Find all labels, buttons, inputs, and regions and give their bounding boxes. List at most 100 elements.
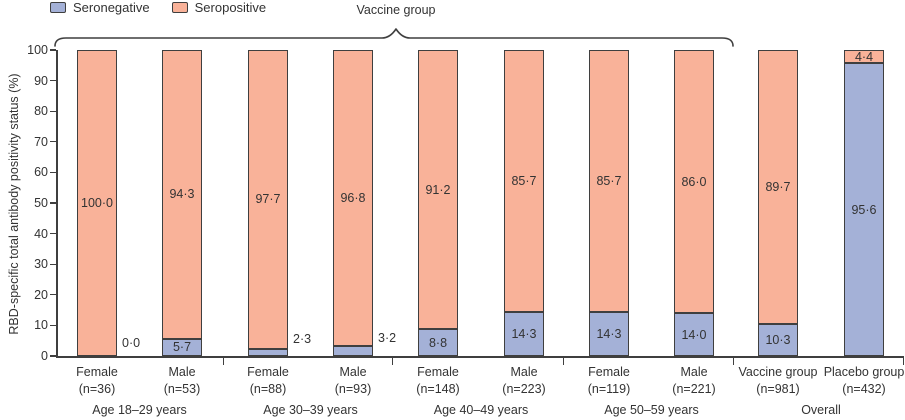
bar-n-label: (n=432) [842, 382, 886, 396]
y-axis-tick-label: 30 [34, 257, 48, 272]
seropositive-swatch-icon [171, 2, 188, 13]
group-label: Age 50–59 years [604, 403, 699, 417]
x-axis-group-tick [563, 357, 565, 365]
bar-n-label: (n=119) [587, 382, 631, 396]
bar-n-label: (n=88) [249, 382, 287, 396]
bar-category-label: Female [417, 365, 459, 379]
y-axis-tick [50, 202, 56, 204]
bar-segment-seropositive [589, 50, 629, 313]
seropositive-value-label: 97·7 [255, 192, 281, 207]
y-axis-tick-label: 20 [34, 287, 48, 302]
bar-segment-seropositive [418, 50, 458, 330]
seropositive-value-label: 91·2 [425, 182, 451, 197]
bar-n-label: (n=221) [672, 382, 716, 396]
y-axis-tick [50, 324, 56, 327]
bar-segment-seronegative [589, 312, 629, 356]
seropositive-value-label: 89·7 [765, 180, 791, 195]
seropositive-value-label: 4·4 [854, 49, 874, 64]
bar-category-label: Male [510, 365, 538, 379]
seropositive-value-label: 85·7 [596, 174, 622, 189]
bar-segment-seronegative [418, 329, 458, 356]
x-axis-group-tick [223, 357, 225, 365]
y-axis-tick [50, 263, 56, 265]
bar-segment-seropositive [758, 50, 798, 325]
bar-segment-seropositive [248, 50, 288, 349]
y-axis-tick [50, 141, 56, 143]
bar-segment-seropositive [162, 50, 202, 339]
y-axis-tick [50, 294, 56, 296]
bar-category-label: Male [339, 365, 367, 379]
y-axis-tick [50, 110, 56, 112]
legend-item-seronegative: Seronegative [50, 0, 150, 15]
group-label: Overall [801, 403, 841, 417]
y-axis-line [56, 50, 58, 357]
bar-n-label: (n=148) [416, 382, 460, 396]
seronegative-value-label: 8·8 [428, 335, 448, 350]
y-axis-tick-label: 60 [34, 165, 48, 180]
bar-category-label: Female [588, 365, 630, 379]
bar-category-label: Placebo group [823, 365, 905, 379]
brace-label: Vaccine group [356, 3, 436, 17]
y-axis-tick [50, 232, 56, 235]
bar-segment-seronegative [674, 313, 714, 356]
y-axis-tick-label: 40 [34, 226, 48, 241]
seropositive-value-label: 100·0 [81, 196, 113, 210]
seronegative-value-label: 3·2 [378, 331, 397, 346]
group-label: Age 40–49 years [433, 403, 529, 417]
legend-label-seronegative: Seronegative [73, 0, 150, 15]
bar-segment-seronegative [504, 312, 544, 356]
bar-segment-seronegative [758, 324, 798, 356]
y-axis-tick-label: 50 [34, 196, 48, 210]
y-axis-tick-label: 70 [34, 134, 48, 149]
y-axis-tick [50, 171, 56, 174]
x-axis-group-tick [392, 357, 394, 365]
bar-segment-seropositive [77, 50, 117, 356]
seropositive-value-label: 86·0 [681, 174, 707, 189]
bar-segment-seropositive [333, 50, 373, 347]
seropositive-value-label: 94·3 [169, 187, 195, 202]
group-label: Age 18–29 years [92, 403, 187, 417]
seronegative-value-label: 14·0 [681, 327, 707, 342]
bar-segment-seronegative [333, 346, 373, 356]
seronegative-value-label: 5·7 [172, 340, 192, 355]
bar-category-label: Male [680, 365, 708, 379]
y-axis-tick-label: 90 [34, 73, 48, 88]
seronegative-value-label: 14·3 [596, 327, 622, 342]
seropositive-value-label: 96·8 [340, 191, 366, 206]
group-label: Age 30–39 years [263, 403, 358, 417]
bar-category-label: Female [247, 365, 289, 379]
bar-segment-seronegative [162, 338, 202, 356]
seronegative-swatch-icon [50, 2, 66, 13]
seronegative-value-label: 2·3 [293, 332, 312, 347]
bar-segment-seropositive [504, 50, 544, 313]
y-axis-tick [50, 79, 56, 82]
bar-segment-seropositive [844, 50, 884, 64]
brace-bracket [54, 28, 734, 47]
bar-category-label: Male [168, 365, 196, 379]
y-axis-tick [50, 355, 56, 357]
y-axis-tick-label: 10 [34, 318, 48, 333]
legend-label-seropositive: Seropositive [194, 0, 267, 15]
seronegative-value-label: 0·0 [122, 336, 141, 350]
bar-segment-seropositive [674, 50, 714, 314]
seronegative-value-label: 10·3 [765, 333, 791, 348]
x-axis-group-tick [733, 357, 735, 365]
seronegative-value-label: 95·6 [851, 202, 877, 217]
y-axis-tick-label: 100 [27, 43, 48, 57]
y-axis-tick-label: 0 [41, 349, 48, 363]
bar-segment-seronegative [248, 348, 288, 356]
bar-category-label: Vaccine group [738, 365, 818, 379]
bar-category-label: Female [76, 365, 118, 379]
bar-n-label: (n=981) [756, 382, 800, 396]
y-axis-tick-label: 80 [34, 104, 48, 119]
bar-n-label: (n=223) [502, 382, 546, 396]
bar-segment-seronegative [844, 63, 884, 356]
seronegative-value-label: 14·3 [511, 327, 537, 342]
legend-item-seropositive: Seropositive [171, 0, 267, 15]
y-axis-tick [50, 49, 56, 51]
bar-n-label: (n=93) [334, 382, 372, 396]
legend: Seronegative Seropositive [50, 0, 266, 15]
bar-n-label: (n=36) [78, 382, 116, 396]
x-axis-group-tick [903, 357, 905, 365]
